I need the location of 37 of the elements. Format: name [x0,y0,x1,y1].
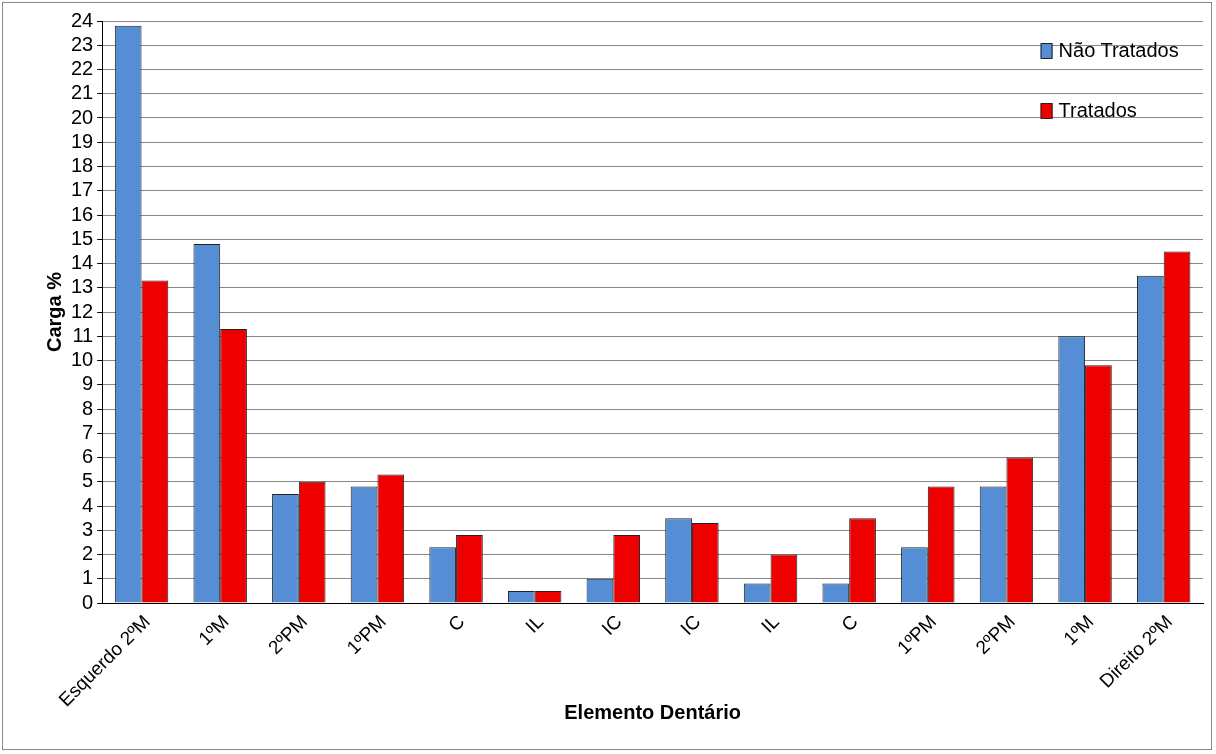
y-tick-label: 21 [71,81,94,104]
y-tick-label: 22 [71,57,94,80]
y-tick-label: 18 [71,154,94,177]
x-tick-label: C [837,610,862,636]
y-tick-label: 24 [71,8,94,31]
y-tick-label: 0 [82,590,94,613]
x-tick-label: IC [676,610,705,639]
y-tick-label: 10 [71,348,94,371]
y-tick-label: 9 [82,372,94,395]
y-tick-label: 12 [71,299,94,322]
y-tick-label: 1 [82,566,94,589]
y-tick-label: 16 [71,202,94,225]
y-tick-label: 7 [82,420,94,443]
x-axis-title: Elemento Dentário [564,700,741,723]
y-tick-label: 4 [82,493,94,516]
x-tick-label: 1ºM [194,610,233,650]
y-tick-label: 8 [82,396,94,419]
y-tick-label: 19 [71,129,94,152]
legend-label: Não Tratados [1058,38,1179,61]
y-tick-label: 17 [71,178,94,201]
x-tick-label: C [444,610,469,636]
y-tick-label: 6 [82,445,94,468]
y-tick-label: 23 [71,32,94,55]
y-tick-label: 20 [71,105,94,128]
y-tick-label: 3 [82,517,94,540]
y-tick-label: 15 [71,226,94,249]
x-tick-label: IL [757,610,784,637]
y-tick-label: 5 [82,469,94,492]
y-tick-label: 14 [71,251,94,274]
y-tick-label: 2 [82,542,94,565]
x-tick-label: 1ºM [1059,610,1098,650]
legend-label: Tratados [1058,98,1137,121]
y-tick-label: 13 [71,275,94,298]
y-tick-label: 11 [72,323,94,346]
y-axis-title: Carga % [42,271,65,353]
x-tick-label: IL [521,610,548,637]
x-tick-label: IC [597,610,626,639]
